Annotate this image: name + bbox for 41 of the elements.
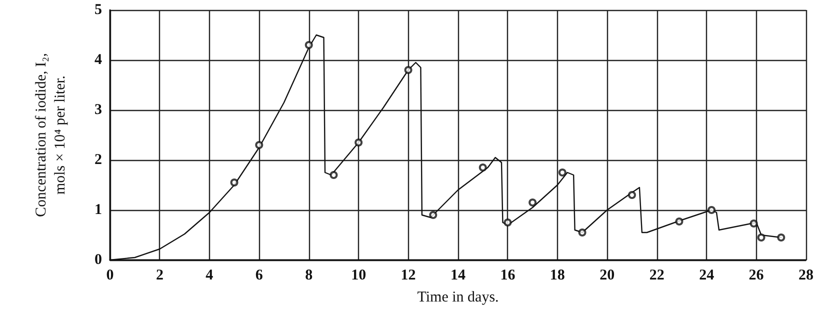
x-tick-label: 12 bbox=[400, 268, 416, 284]
point bbox=[750, 220, 758, 228]
x-tick-label: 2 bbox=[156, 268, 164, 284]
point bbox=[504, 218, 512, 226]
y-tick-label: 0 bbox=[94, 252, 102, 268]
x-tick-label: 28 bbox=[798, 268, 814, 284]
point bbox=[354, 138, 363, 146]
x-tick-label: 6 bbox=[255, 268, 264, 284]
x-tick-label: 24 bbox=[699, 268, 715, 284]
x-tick-label: 22 bbox=[649, 268, 664, 284]
point bbox=[528, 198, 537, 206]
point bbox=[558, 168, 566, 176]
x-tick-label: 14 bbox=[450, 268, 466, 284]
point bbox=[330, 171, 338, 179]
x-tick-label: 16 bbox=[500, 268, 516, 284]
point bbox=[578, 228, 586, 236]
x-axis-title: Time in days. bbox=[417, 290, 499, 306]
x-tick-label: 26 bbox=[748, 268, 764, 284]
point bbox=[708, 206, 716, 214]
x-tick-label: 8 bbox=[305, 268, 313, 284]
point bbox=[304, 41, 313, 49]
x-tick-label: 20 bbox=[600, 268, 615, 284]
x-tick-label: 0 bbox=[106, 268, 114, 284]
point bbox=[230, 178, 238, 186]
point bbox=[478, 164, 487, 172]
x-tick-label: 4 bbox=[206, 268, 214, 284]
point bbox=[255, 141, 264, 149]
point bbox=[404, 66, 412, 74]
y-tick-label: 1 bbox=[94, 202, 102, 218]
y-tick-label: 3 bbox=[94, 102, 102, 118]
point bbox=[429, 211, 438, 219]
y-tick-label: 2 bbox=[94, 152, 102, 168]
y-tick-label: 5 bbox=[94, 2, 102, 18]
x-tick-label: 18 bbox=[550, 268, 565, 284]
x-tick-label: 10 bbox=[351, 268, 366, 284]
point bbox=[757, 234, 766, 242]
y-axis-title: Concentration of iodide, I₂, mols × 10⁴ per liter. bbox=[34, 53, 68, 217]
y-tick-label: 4 bbox=[94, 52, 102, 68]
point bbox=[777, 234, 786, 242]
point bbox=[675, 218, 684, 226]
point bbox=[628, 191, 636, 199]
